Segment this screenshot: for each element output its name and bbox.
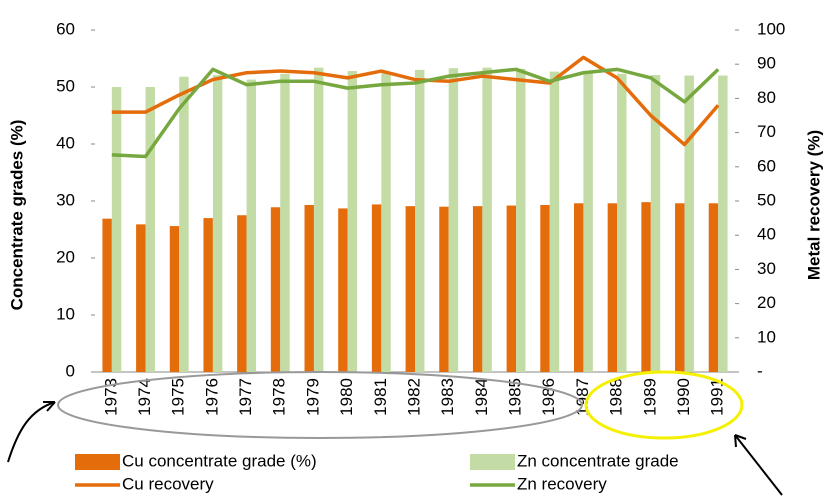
bar <box>338 208 348 372</box>
legend-label: Zn concentrate grade <box>517 451 679 470</box>
y2-axis-title: Metal recovery (%) <box>804 130 823 280</box>
y2-tick-label: 70 <box>757 122 776 141</box>
bar <box>650 75 661 372</box>
bar <box>540 204 550 372</box>
x-tick-label: 1978 <box>270 378 289 416</box>
x-tick-label: 1981 <box>371 378 390 416</box>
left-arrow-head <box>43 401 56 412</box>
legend-label: Cu recovery <box>122 474 214 493</box>
bar <box>304 204 314 372</box>
x-tick-label: 1989 <box>640 378 659 416</box>
bar <box>439 206 449 372</box>
legend-swatch <box>75 454 120 470</box>
legend-label: Zn recovery <box>517 474 607 493</box>
bar <box>371 204 382 372</box>
bar <box>212 75 223 372</box>
bar <box>641 202 651 372</box>
x-tick-label: 1974 <box>135 378 154 416</box>
y2-tick-label: 10 <box>757 327 776 346</box>
x-tick-label: 1979 <box>303 378 322 416</box>
y2-tick-label: 80 <box>757 88 776 107</box>
bar <box>607 203 618 372</box>
x-tick-label: 1973 <box>101 378 120 416</box>
line <box>111 67 720 159</box>
yellow-ellipse <box>584 370 744 440</box>
x-tick-label: 1980 <box>337 378 356 416</box>
bar <box>270 207 281 372</box>
y2-tick-label: 50 <box>757 190 776 209</box>
bar <box>617 73 627 372</box>
y-tick-label: 10 <box>56 304 75 323</box>
bar <box>675 203 685 372</box>
bar <box>718 75 728 372</box>
bar <box>708 203 719 372</box>
y-tick-label: 30 <box>56 190 75 209</box>
y-tick-label: 50 <box>56 76 75 95</box>
x-tick-label: 1988 <box>607 378 626 416</box>
left-arrow <box>7 401 56 463</box>
annotations <box>7 370 783 496</box>
x-tick-label: 1975 <box>169 378 188 416</box>
bar <box>280 73 290 372</box>
legend-label: Cu concentrate grade (%) <box>122 451 317 470</box>
bar <box>347 71 358 372</box>
x-tick-label: 1991 <box>708 378 727 416</box>
bar <box>169 226 180 372</box>
x-tick-label: 1983 <box>438 378 457 416</box>
bar <box>145 87 155 372</box>
bar <box>516 68 526 372</box>
bar <box>472 206 483 372</box>
bar <box>136 224 146 372</box>
bar <box>684 75 694 372</box>
y2-tick-label: 40 <box>757 225 776 244</box>
bar <box>448 68 459 372</box>
y2-tick-label: 90 <box>757 54 776 73</box>
bar <box>203 218 213 372</box>
y-tick-label: 40 <box>56 133 75 152</box>
y2-tick-label: - <box>757 361 763 380</box>
bar <box>482 67 492 373</box>
bar <box>506 205 517 372</box>
y-tick-label: 60 <box>56 19 75 38</box>
y2-tick-label: 20 <box>757 293 776 312</box>
x-tick-label: 1990 <box>674 378 693 416</box>
x-tick-label: 1976 <box>202 378 221 416</box>
legend-swatch <box>470 454 515 470</box>
right-arrow <box>734 434 783 496</box>
x-tick-label: 1982 <box>404 378 423 416</box>
bar <box>415 69 425 373</box>
bar <box>573 203 584 372</box>
line <box>111 55 720 147</box>
bar <box>179 76 189 373</box>
bar <box>111 87 122 372</box>
bar <box>583 72 593 373</box>
y2-tick-label: 100 <box>757 19 785 38</box>
y-tick-label: 20 <box>56 247 75 266</box>
y2-tick-label: 30 <box>757 259 776 278</box>
bar <box>381 72 391 373</box>
gray-ellipse <box>57 371 583 439</box>
bar <box>313 67 324 373</box>
bar <box>102 218 112 372</box>
y-tick-label: 0 <box>66 361 75 380</box>
x-tick-label: 1977 <box>236 378 255 416</box>
x-tick-label: 1985 <box>506 378 525 416</box>
bar <box>549 71 560 373</box>
bar <box>246 79 257 372</box>
bar <box>405 206 415 372</box>
right-arrow-head <box>734 434 747 448</box>
x-tick-label: 1986 <box>539 378 558 416</box>
y-axis-title: Concentrate grades (%) <box>7 120 26 311</box>
x-tick-label: 1984 <box>472 378 491 416</box>
y2-tick-label: 60 <box>757 156 776 175</box>
bar <box>237 215 247 372</box>
